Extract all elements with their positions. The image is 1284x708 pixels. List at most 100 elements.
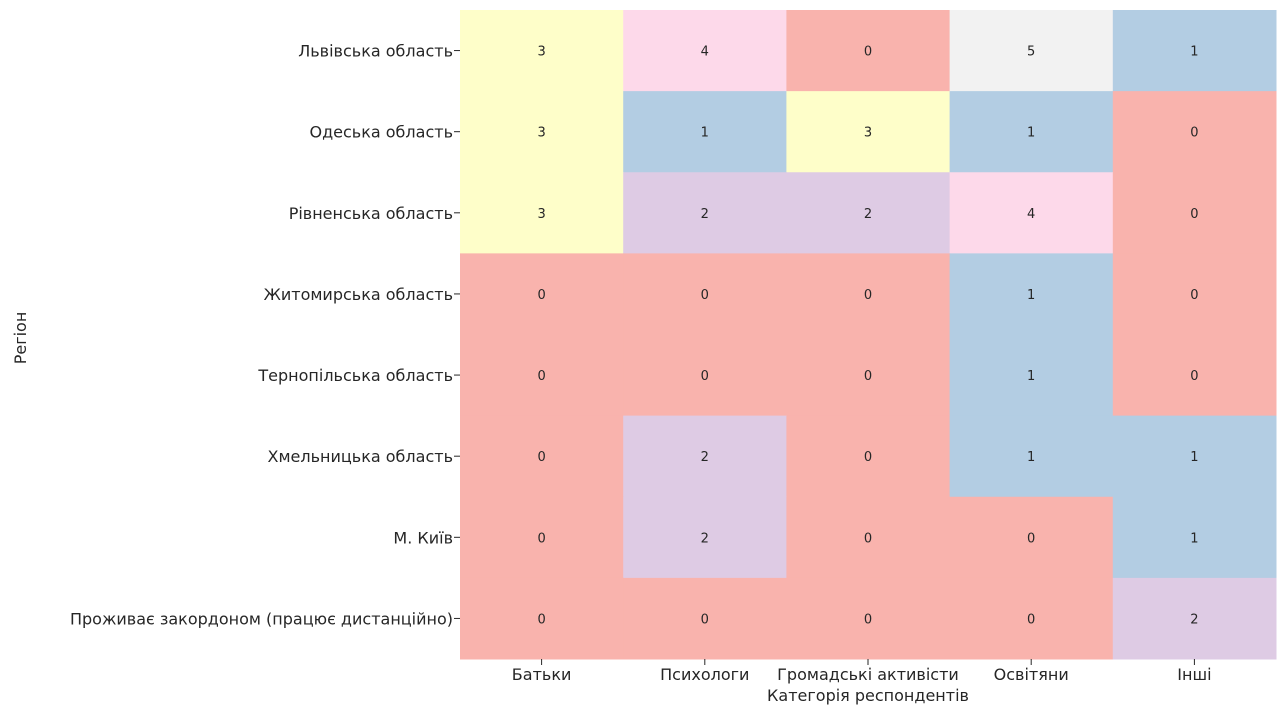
- y-tick-label: Хмельницька область: [268, 447, 454, 466]
- heatmap-cell: [1112, 253, 1277, 335]
- heatmap-cell: [786, 10, 951, 92]
- heatmap-cell: [949, 10, 1114, 92]
- x-axis-label: Категорія респондентів: [767, 686, 969, 705]
- x-axis: Батьки Психологи Громадські активісти Освіт…: [512, 659, 1212, 684]
- heatmap-cell: [786, 334, 951, 417]
- y-tick-label: Проживає закордоном (працює дистанційно): [70, 609, 453, 628]
- heatmap-cell: [1112, 415, 1277, 498]
- y-tick-label: Львівська область: [298, 42, 453, 61]
- cell-value-label: 3: [537, 207, 545, 222]
- heatmap-cell: [460, 10, 624, 92]
- cell-value-label: 3: [537, 45, 545, 60]
- x-tick-label: Батьки: [512, 665, 572, 684]
- cell-value-label: 3: [537, 126, 545, 141]
- heatmap-cell: [1112, 172, 1277, 254]
- heatmap-cell: [460, 334, 624, 417]
- cell-value-label: 0: [701, 369, 709, 384]
- cell-value-label: 3: [864, 126, 872, 141]
- y-tick-label: Тернопільська область: [257, 366, 453, 385]
- x-tick-label: Інші: [1177, 665, 1211, 684]
- cell-value-label: 4: [1027, 207, 1035, 222]
- cell-value-label: 0: [537, 369, 545, 384]
- cell-value-label: 0: [701, 288, 709, 303]
- heatmap-cell: [1112, 10, 1277, 92]
- heatmap-cell: [786, 496, 951, 579]
- cell-value-label: 0: [537, 612, 545, 627]
- heatmap-cell: [460, 172, 624, 254]
- heatmap-cell: [460, 415, 624, 498]
- cell-value-label: 1: [1027, 126, 1035, 141]
- cell-value-label: 0: [1190, 369, 1198, 384]
- cell-value-label: 1: [701, 126, 709, 141]
- heatmap-cell: [460, 496, 624, 579]
- y-tick-label: Рівненська область: [289, 204, 453, 223]
- cell-value-label: 0: [864, 288, 872, 303]
- heatmap-cell: [1112, 91, 1277, 173]
- cell-value-label: 1: [1027, 288, 1035, 303]
- y-tick-label: Житомирська область: [264, 285, 453, 304]
- cell-value-label: 0: [1027, 531, 1035, 546]
- cell-value-label: 0: [1027, 612, 1035, 627]
- heatmap-cell: [460, 577, 624, 660]
- cell-value-label: 0: [537, 531, 545, 546]
- heatmap-cell: [623, 253, 787, 335]
- cell-value-label: 0: [864, 612, 872, 627]
- cell-value-label: 2: [701, 531, 709, 546]
- y-tick-label: Одеська область: [309, 123, 453, 142]
- cell-value-label: 4: [701, 45, 709, 60]
- x-tick-label: Психологи: [660, 665, 749, 684]
- cell-value-label: 0: [864, 531, 872, 546]
- heatmap-cell: [1112, 577, 1277, 660]
- cell-value-label: 1: [1027, 369, 1035, 384]
- heatmap-cell: [1112, 496, 1277, 579]
- x-tick-label: Громадські активісти: [777, 665, 959, 684]
- cell-value-label: 0: [537, 450, 545, 465]
- cell-value-label: 2: [864, 207, 872, 222]
- cell-value-label: 0: [1190, 207, 1198, 222]
- cell-value-label: 5: [1027, 45, 1035, 60]
- heatmap-cell: [623, 496, 787, 579]
- heatmap-cell: [786, 415, 951, 498]
- heatmap-cell: [949, 496, 1114, 579]
- cell-value-label: 1: [1190, 450, 1198, 465]
- heatmap-cell-labels: 3 4 0 5 1 3 1 3 1 0 3 2 2 4 0 0 0 0 1 0 0 0 0 1 0 0 2 0 1 1 0 2 0 0 1 0 0 0 0 2: [537, 45, 1198, 628]
- heatmap-cell: [949, 577, 1114, 660]
- heatmap-cell: [623, 10, 787, 92]
- heatmap-cell: [460, 253, 624, 335]
- heatmap-cell: [623, 577, 787, 660]
- heatmap-cell: [1112, 334, 1277, 417]
- cell-value-label: 2: [701, 207, 709, 222]
- cell-value-label: 1: [1190, 531, 1198, 546]
- heatmap-cell: [623, 334, 787, 417]
- cell-value-label: 0: [701, 612, 709, 627]
- cell-value-label: 0: [537, 288, 545, 303]
- heatmap-cell: [786, 577, 951, 660]
- y-tick-label: М. Київ: [393, 528, 453, 547]
- cell-value-label: 1: [1190, 45, 1198, 60]
- cell-value-label: 0: [1190, 288, 1198, 303]
- heatmap-cell: [786, 172, 951, 254]
- cell-value-label: 1: [1027, 450, 1035, 465]
- cell-value-label: 2: [1190, 612, 1198, 627]
- heatmap-cell: [949, 172, 1114, 254]
- cell-value-label: 2: [701, 450, 709, 465]
- heatmap-cell: [949, 334, 1114, 417]
- heatmap-cell: [623, 415, 787, 498]
- heatmap-cell: [949, 253, 1114, 335]
- heatmap-cell: [949, 91, 1114, 173]
- heatmap-cell: [623, 172, 787, 254]
- heatmap-cell: [786, 91, 951, 173]
- cell-value-label: 0: [864, 45, 872, 60]
- x-tick-label: Освітяни: [994, 665, 1069, 684]
- heatmap-cell: [949, 415, 1114, 498]
- cell-value-label: 0: [1190, 126, 1198, 141]
- cell-value-label: 0: [864, 369, 872, 384]
- heatmap-cell: [623, 91, 787, 173]
- cell-value-label: 0: [864, 450, 872, 465]
- heatmap-cell: [786, 253, 951, 335]
- heatmap-cell: [460, 91, 624, 173]
- y-axis: Львівська область Одеська область Рівненсь…: [70, 42, 460, 628]
- heatmap-cells: [460, 10, 1277, 660]
- y-axis-label: Регіон: [11, 312, 30, 365]
